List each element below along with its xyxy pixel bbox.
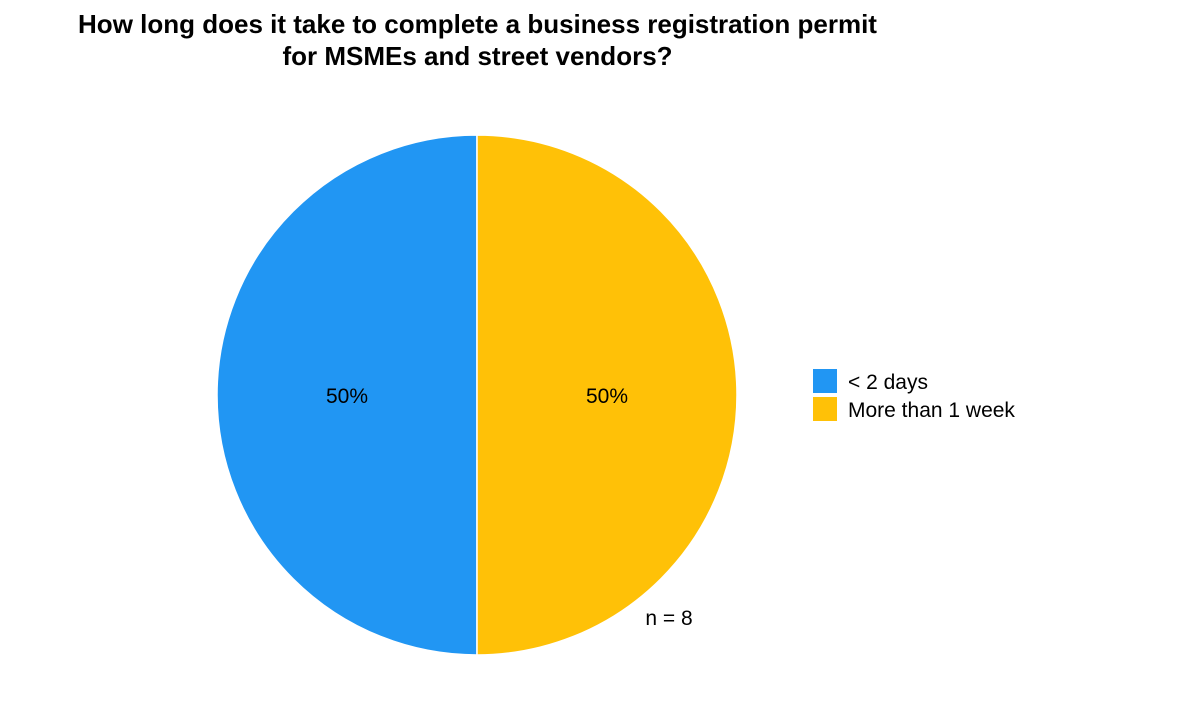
- legend: < 2 days More than 1 week: [813, 369, 1015, 422]
- chart-title-line-2: for MSMEs and street vendors?: [282, 41, 673, 71]
- pie-slices: [216, 134, 738, 656]
- sample-size-note: n = 8: [645, 607, 692, 630]
- pie-slice-0: [216, 134, 478, 656]
- slice-label-0: 50%: [326, 385, 368, 408]
- legend-swatch-0: [813, 369, 837, 393]
- chart-title-line-1: How long does it take to complete a busi…: [78, 9, 877, 39]
- chart-title: How long does it take to complete a busi…: [0, 8, 955, 72]
- legend-label-0: < 2 days: [848, 371, 928, 394]
- slice-label-1: 50%: [586, 385, 628, 408]
- pie-labels: 50% 50%: [326, 385, 628, 408]
- pie-slice-1: [476, 134, 738, 656]
- legend-label-1: More than 1 week: [848, 399, 1015, 422]
- legend-swatch-1: [813, 397, 837, 421]
